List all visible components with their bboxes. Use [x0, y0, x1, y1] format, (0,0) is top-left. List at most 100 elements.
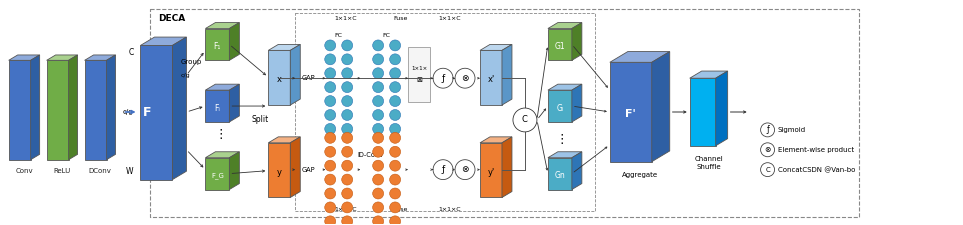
Text: ⋮: ⋮ [556, 133, 568, 146]
Circle shape [373, 132, 383, 143]
Circle shape [455, 160, 475, 180]
Text: ConcatCSDN @Van-bo: ConcatCSDN @Van-bo [777, 166, 855, 173]
Polygon shape [229, 22, 240, 60]
Polygon shape [716, 71, 728, 146]
Polygon shape [269, 137, 300, 143]
Polygon shape [480, 50, 502, 105]
Polygon shape [690, 78, 716, 146]
Polygon shape [610, 52, 669, 62]
Polygon shape [229, 84, 240, 122]
Text: 1×1×: 1×1× [411, 66, 428, 71]
Text: F': F' [625, 109, 637, 119]
Circle shape [342, 96, 352, 106]
Text: Shuffle: Shuffle [696, 164, 721, 170]
Text: ID-Conv: ID-Conv [357, 152, 383, 158]
Polygon shape [141, 45, 172, 180]
Polygon shape [205, 22, 240, 29]
Text: W: W [126, 167, 134, 176]
Circle shape [513, 108, 537, 132]
Circle shape [390, 68, 401, 79]
Polygon shape [610, 62, 652, 162]
Text: DECA: DECA [159, 14, 186, 23]
Text: ⊠: ⊠ [416, 77, 422, 83]
Text: C: C [522, 115, 528, 124]
Circle shape [325, 96, 336, 106]
Circle shape [373, 216, 383, 225]
Circle shape [342, 124, 352, 134]
Text: Channel: Channel [694, 156, 723, 162]
Circle shape [390, 40, 401, 51]
Polygon shape [68, 55, 78, 160]
Circle shape [342, 110, 352, 120]
Polygon shape [269, 50, 290, 105]
Circle shape [373, 110, 383, 120]
Circle shape [342, 146, 352, 157]
Circle shape [325, 132, 336, 143]
Text: H: H [134, 108, 140, 117]
Circle shape [342, 82, 352, 93]
Circle shape [342, 132, 352, 143]
Text: y: y [276, 168, 282, 177]
Text: Fᵢ: Fᵢ [215, 104, 221, 112]
Circle shape [342, 68, 352, 79]
Text: FC: FC [382, 33, 390, 38]
FancyBboxPatch shape [408, 47, 430, 102]
Polygon shape [9, 60, 31, 160]
Polygon shape [572, 152, 582, 189]
Polygon shape [548, 84, 582, 90]
Circle shape [761, 143, 774, 157]
Circle shape [342, 216, 352, 225]
Text: y': y' [487, 168, 495, 177]
Text: DConv: DConv [89, 168, 112, 174]
Text: Fuse: Fuse [393, 16, 407, 21]
Text: 1×1×C: 1×1×C [439, 16, 461, 21]
Circle shape [325, 54, 336, 65]
Circle shape [325, 40, 336, 51]
Circle shape [390, 174, 401, 185]
Circle shape [761, 123, 774, 137]
Circle shape [373, 54, 383, 65]
Circle shape [325, 188, 336, 199]
Polygon shape [548, 29, 572, 60]
Circle shape [325, 216, 336, 225]
Circle shape [325, 68, 336, 79]
Text: Conv: Conv [15, 168, 33, 174]
Polygon shape [548, 152, 582, 158]
Text: Fuse: Fuse [393, 207, 407, 212]
Polygon shape [548, 158, 572, 189]
Polygon shape [290, 137, 300, 198]
Polygon shape [46, 60, 68, 160]
Polygon shape [502, 44, 512, 105]
Polygon shape [572, 84, 582, 122]
Circle shape [325, 146, 336, 157]
Circle shape [373, 96, 383, 106]
Text: GAP: GAP [301, 75, 315, 81]
Polygon shape [502, 137, 512, 198]
Text: F₁: F₁ [214, 42, 221, 51]
Circle shape [390, 160, 401, 171]
Polygon shape [269, 143, 290, 198]
Circle shape [373, 68, 383, 79]
Circle shape [342, 188, 352, 199]
Circle shape [390, 146, 401, 157]
Polygon shape [85, 60, 107, 160]
Polygon shape [269, 44, 300, 50]
Circle shape [390, 132, 401, 143]
Circle shape [325, 110, 336, 120]
Circle shape [325, 202, 336, 213]
Text: F_G: F_G [211, 172, 223, 179]
Polygon shape [31, 55, 39, 160]
Circle shape [761, 163, 774, 177]
Circle shape [390, 202, 401, 213]
Text: ƒ: ƒ [767, 125, 769, 134]
Text: Gᵢ: Gᵢ [557, 104, 563, 112]
Polygon shape [9, 55, 39, 60]
Circle shape [342, 54, 352, 65]
Polygon shape [205, 29, 229, 60]
Circle shape [373, 146, 383, 157]
Circle shape [433, 160, 453, 180]
Polygon shape [205, 84, 240, 90]
Polygon shape [548, 90, 572, 122]
Text: Element-wise product: Element-wise product [777, 147, 853, 153]
Polygon shape [46, 55, 78, 60]
